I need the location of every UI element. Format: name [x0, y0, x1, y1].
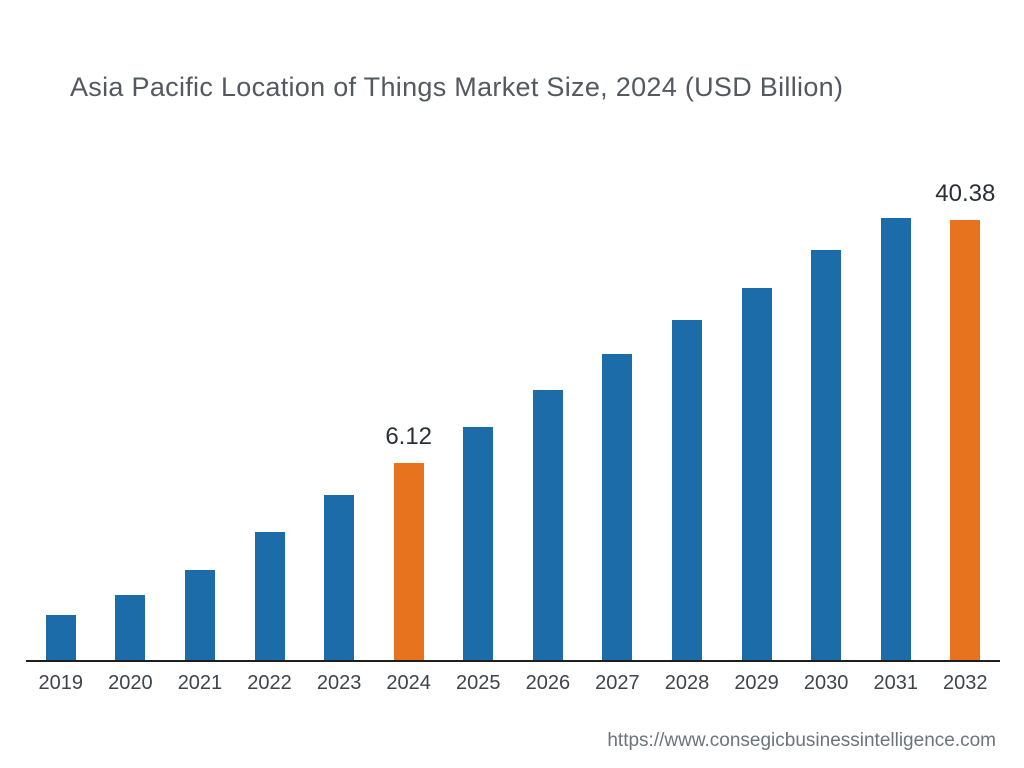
bar-value-label-2024: 6.12	[385, 423, 433, 450]
x-axis-label-2029: 2029	[734, 672, 779, 694]
bar-2022	[254, 532, 285, 660]
x-axis-line	[26, 660, 1000, 662]
x-axis-label-2032: 2032	[943, 672, 988, 694]
source-url-link[interactable]: https://www.consegicbusinessintelligence…	[607, 730, 996, 751]
bar-2026	[532, 390, 563, 660]
bar-column-2019	[26, 180, 96, 660]
bar-chart: 6.12 40.38 2019 2020 2021 2022 2023 2024 2025 20…	[26, 180, 1000, 695]
bar-column-2032: 40.38	[931, 180, 1001, 660]
bar-2024	[393, 463, 424, 660]
x-axis-label-2019: 2019	[38, 672, 84, 694]
bar-column-2023	[304, 180, 374, 660]
x-axis-label-2027: 2027	[595, 672, 640, 694]
bar-column-2027	[583, 180, 653, 660]
chart-title: Asia Pacific Location of Things Market S…	[70, 72, 844, 102]
bars-row: 6.12 40.38	[26, 180, 1000, 660]
bar-column-2022	[235, 180, 305, 660]
bar-2031	[880, 218, 911, 660]
bar-column-2031	[861, 180, 931, 660]
x-axis-label-2025: 2025	[456, 672, 501, 694]
bar-column-2029	[722, 180, 792, 660]
bar-2020	[115, 595, 146, 660]
x-axis-label-2026: 2026	[525, 672, 571, 694]
bar-2030	[811, 250, 842, 660]
bar-column-2030	[791, 180, 861, 660]
bar-column-2025	[443, 180, 513, 660]
x-axis-label-2022: 2022	[247, 672, 292, 694]
bar-column-2021	[165, 180, 235, 660]
bar-column-2020	[96, 180, 166, 660]
bar-column-2028	[652, 180, 722, 660]
x-axis-label-2023: 2023	[316, 672, 362, 694]
x-axis-label-2020: 2020	[108, 672, 153, 694]
bar-2032	[950, 220, 981, 660]
bar-2025	[463, 427, 494, 660]
x-axis-label-2024: 2024	[386, 672, 431, 694]
bar-2027	[602, 354, 633, 660]
x-axis-label-2028: 2028	[664, 672, 710, 694]
bar-column-2026	[513, 180, 583, 660]
x-axis-label-2030: 2030	[803, 672, 849, 694]
x-axis-label-2031: 2031	[873, 672, 918, 694]
x-axis-label-2021: 2021	[177, 672, 223, 694]
bar-2029	[741, 288, 772, 660]
bar-column-2024: 6.12	[374, 180, 444, 660]
bar-2023	[324, 495, 355, 660]
bar-2019	[45, 615, 76, 660]
x-axis-labels: 2019 2020 2021 2022 2023 2024 2025 2026 2027 2028…	[26, 672, 1000, 695]
bar-value-label-2032: 40.38	[935, 180, 996, 207]
bar-2021	[184, 570, 215, 660]
bar-2028	[671, 320, 702, 660]
